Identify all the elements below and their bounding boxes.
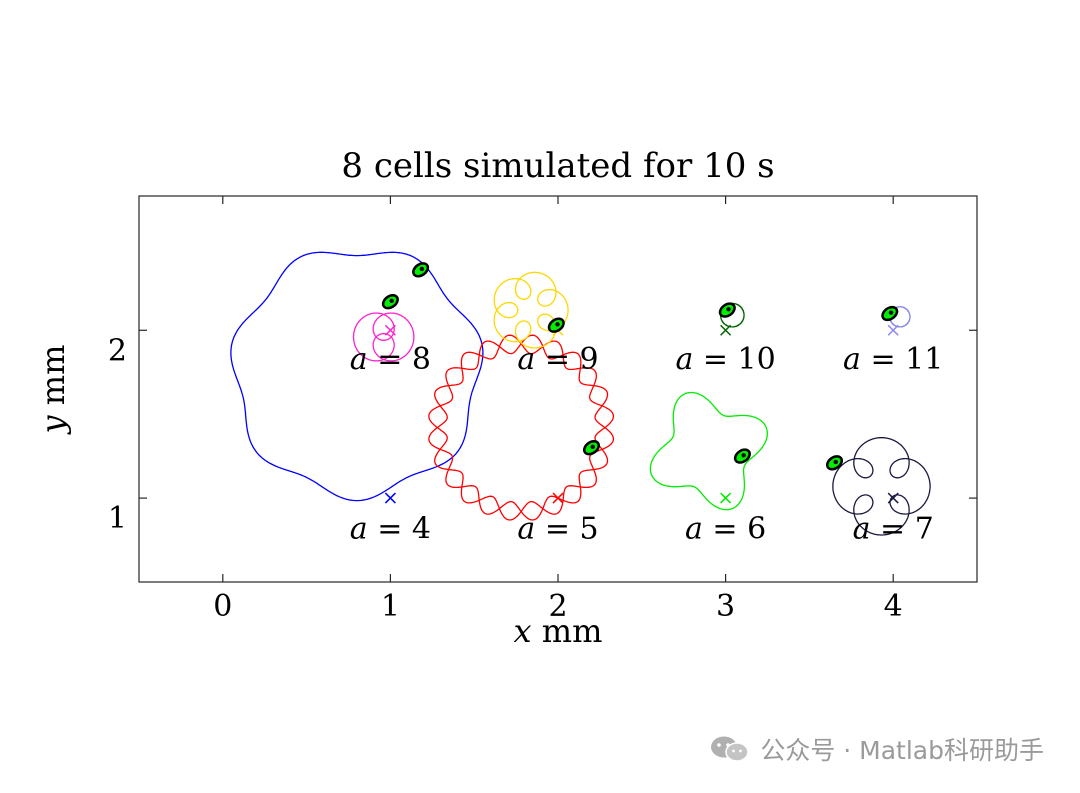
annotations: a = 4 a = 5 a = 6 a = 7 a = 8 a = 9 a = 10 a = … xyxy=(350,342,944,547)
y-tick-label: 1 xyxy=(108,501,127,536)
cell-a6 xyxy=(733,448,751,464)
trajectory-a5-second-pass xyxy=(428,334,615,521)
trajectory-a8 xyxy=(352,312,415,362)
label-a5: a = 5 xyxy=(517,511,598,546)
x-axis-label: x mm xyxy=(514,612,603,650)
x-tick-label: 3 xyxy=(716,589,735,624)
axis-ticks xyxy=(139,196,977,582)
label-a8: a = 8 xyxy=(350,342,431,377)
start-marker-a10 xyxy=(720,324,732,336)
start-marker-a5 xyxy=(552,492,564,504)
label-a4: a = 4 xyxy=(350,511,431,546)
x-tick-label: 2 xyxy=(548,589,567,624)
start-marker-a7 xyxy=(887,492,899,504)
cell-a4 xyxy=(412,262,430,278)
label-a10: a = 10 xyxy=(675,342,775,377)
cells xyxy=(381,262,899,471)
start-marker-a6 xyxy=(720,492,732,504)
label-a9: a = 9 xyxy=(517,342,598,377)
start-marker-a11 xyxy=(887,324,899,336)
cell-a10 xyxy=(718,302,736,318)
x-tick-label: 1 xyxy=(381,589,400,624)
cell-a5 xyxy=(582,440,601,456)
y-tick-label: 2 xyxy=(108,333,127,368)
trajectory-a4 xyxy=(230,251,484,502)
tick-labels: 0 1 2 3 4 1 2 xyxy=(108,333,903,624)
cell-a9 xyxy=(547,317,565,333)
x-tick-label: 4 xyxy=(884,589,903,624)
trajectories xyxy=(230,251,931,536)
cell-a7 xyxy=(825,455,844,471)
x-tick-label: 0 xyxy=(213,589,232,624)
trajectory-a6 xyxy=(649,391,768,511)
chart-title: 8 cells simulated for 10 s xyxy=(341,146,774,186)
trajectory-a7 xyxy=(832,437,931,536)
cell-a8 xyxy=(381,294,399,310)
label-a11: a = 11 xyxy=(843,342,943,377)
watermark: 公众号 · Matlab科研助手 xyxy=(708,731,1044,767)
start-marker-a4 xyxy=(384,492,396,504)
watermark-text: 公众号 · Matlab科研助手 xyxy=(760,736,1044,765)
label-a6: a = 6 xyxy=(685,511,766,546)
y-axis-label: y mm xyxy=(34,345,72,436)
start-marker-a8 xyxy=(384,324,396,336)
start-markers xyxy=(384,324,899,504)
cell-a11 xyxy=(881,305,899,322)
label-a7: a = 7 xyxy=(853,511,934,546)
wechat-icon xyxy=(711,736,750,762)
